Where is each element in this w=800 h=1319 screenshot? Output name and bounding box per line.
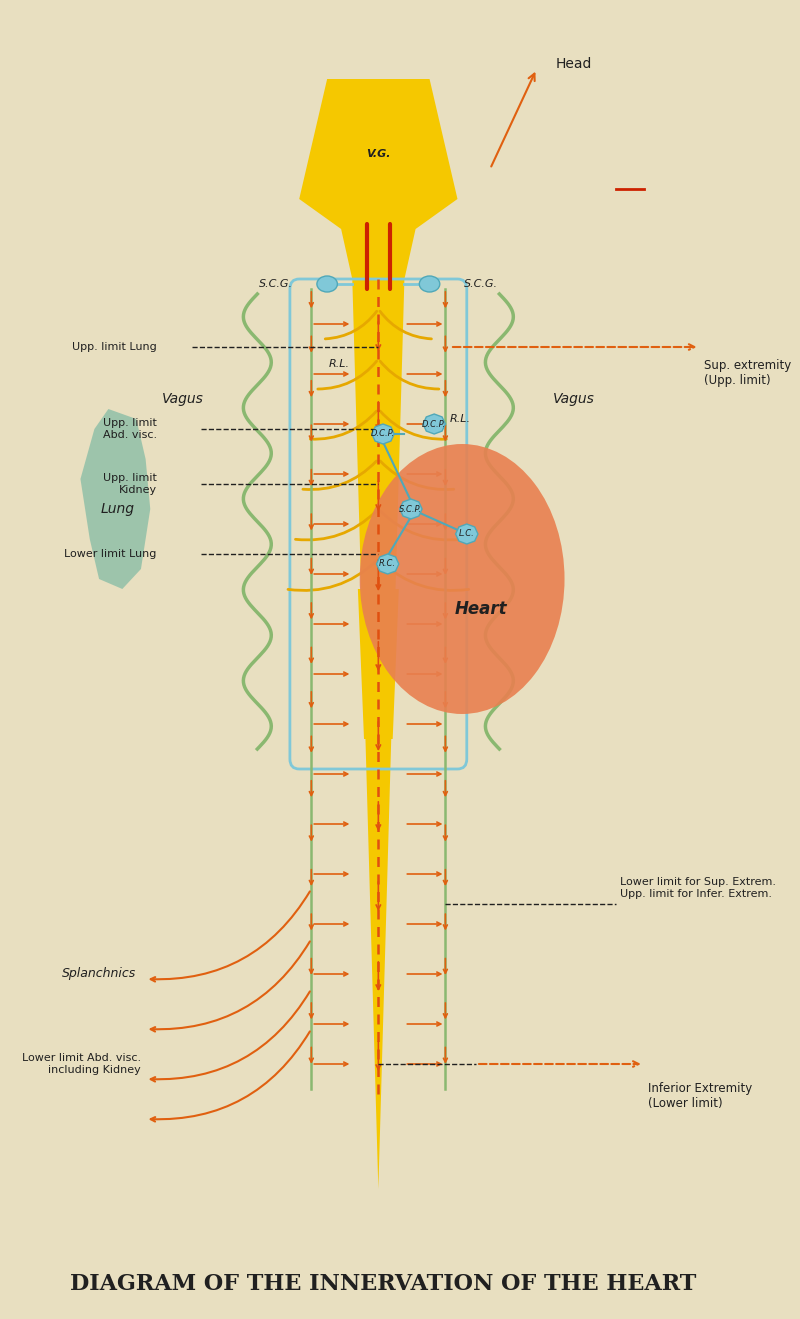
Text: Upp. limit
Abd. visc.: Upp. limit Abd. visc.	[102, 418, 157, 439]
Text: Lower limit for Sup. Extrem.
Upp. limit for Infer. Extrem.: Lower limit for Sup. Extrem. Upp. limit …	[620, 877, 776, 900]
Polygon shape	[400, 499, 422, 518]
Text: D.C.P.: D.C.P.	[371, 430, 395, 438]
Text: DIAGRAM OF THE INNERVATION OF THE HEART: DIAGRAM OF THE INNERVATION OF THE HEART	[70, 1273, 696, 1295]
Text: Lung: Lung	[101, 503, 134, 516]
Text: L.C.: L.C.	[459, 529, 474, 538]
Text: S.C.G.: S.C.G.	[464, 280, 498, 289]
Ellipse shape	[419, 276, 440, 291]
Text: Lower limit Lung: Lower limit Lung	[65, 549, 157, 559]
Polygon shape	[81, 409, 150, 590]
Text: Splanchnics: Splanchnics	[62, 968, 136, 980]
Text: Lower limit Abd. visc.
including Kidney: Lower limit Abd. visc. including Kidney	[22, 1053, 141, 1075]
Text: S.C.G.: S.C.G.	[259, 280, 293, 289]
Text: Heart: Heart	[454, 600, 507, 619]
Text: R.L.: R.L.	[329, 359, 350, 369]
Text: R.C.: R.C.	[379, 559, 396, 568]
Polygon shape	[358, 590, 399, 739]
Text: Vagus: Vagus	[162, 392, 204, 406]
Polygon shape	[456, 524, 478, 543]
Text: Sup. extremity
(Upp. limit): Sup. extremity (Upp. limit)	[704, 359, 791, 386]
Text: Upp. limit Lung: Upp. limit Lung	[72, 342, 157, 352]
Polygon shape	[341, 230, 415, 280]
Polygon shape	[352, 280, 405, 1188]
Text: R.L.: R.L.	[450, 414, 470, 423]
Text: Inferior Extremity
(Lower limit): Inferior Extremity (Lower limit)	[648, 1082, 753, 1111]
Polygon shape	[299, 79, 458, 230]
Text: S.C.P.: S.C.P.	[399, 504, 422, 513]
Polygon shape	[377, 554, 399, 574]
Text: Vagus: Vagus	[553, 392, 594, 406]
Text: V.G.: V.G.	[366, 149, 390, 160]
Text: Head: Head	[555, 57, 591, 71]
Ellipse shape	[360, 445, 565, 714]
Ellipse shape	[317, 276, 338, 291]
Polygon shape	[423, 414, 446, 434]
Polygon shape	[372, 423, 394, 445]
Text: Upp. limit
Kidney: Upp. limit Kidney	[103, 474, 157, 495]
Text: D.C.P.: D.C.P.	[422, 419, 446, 429]
